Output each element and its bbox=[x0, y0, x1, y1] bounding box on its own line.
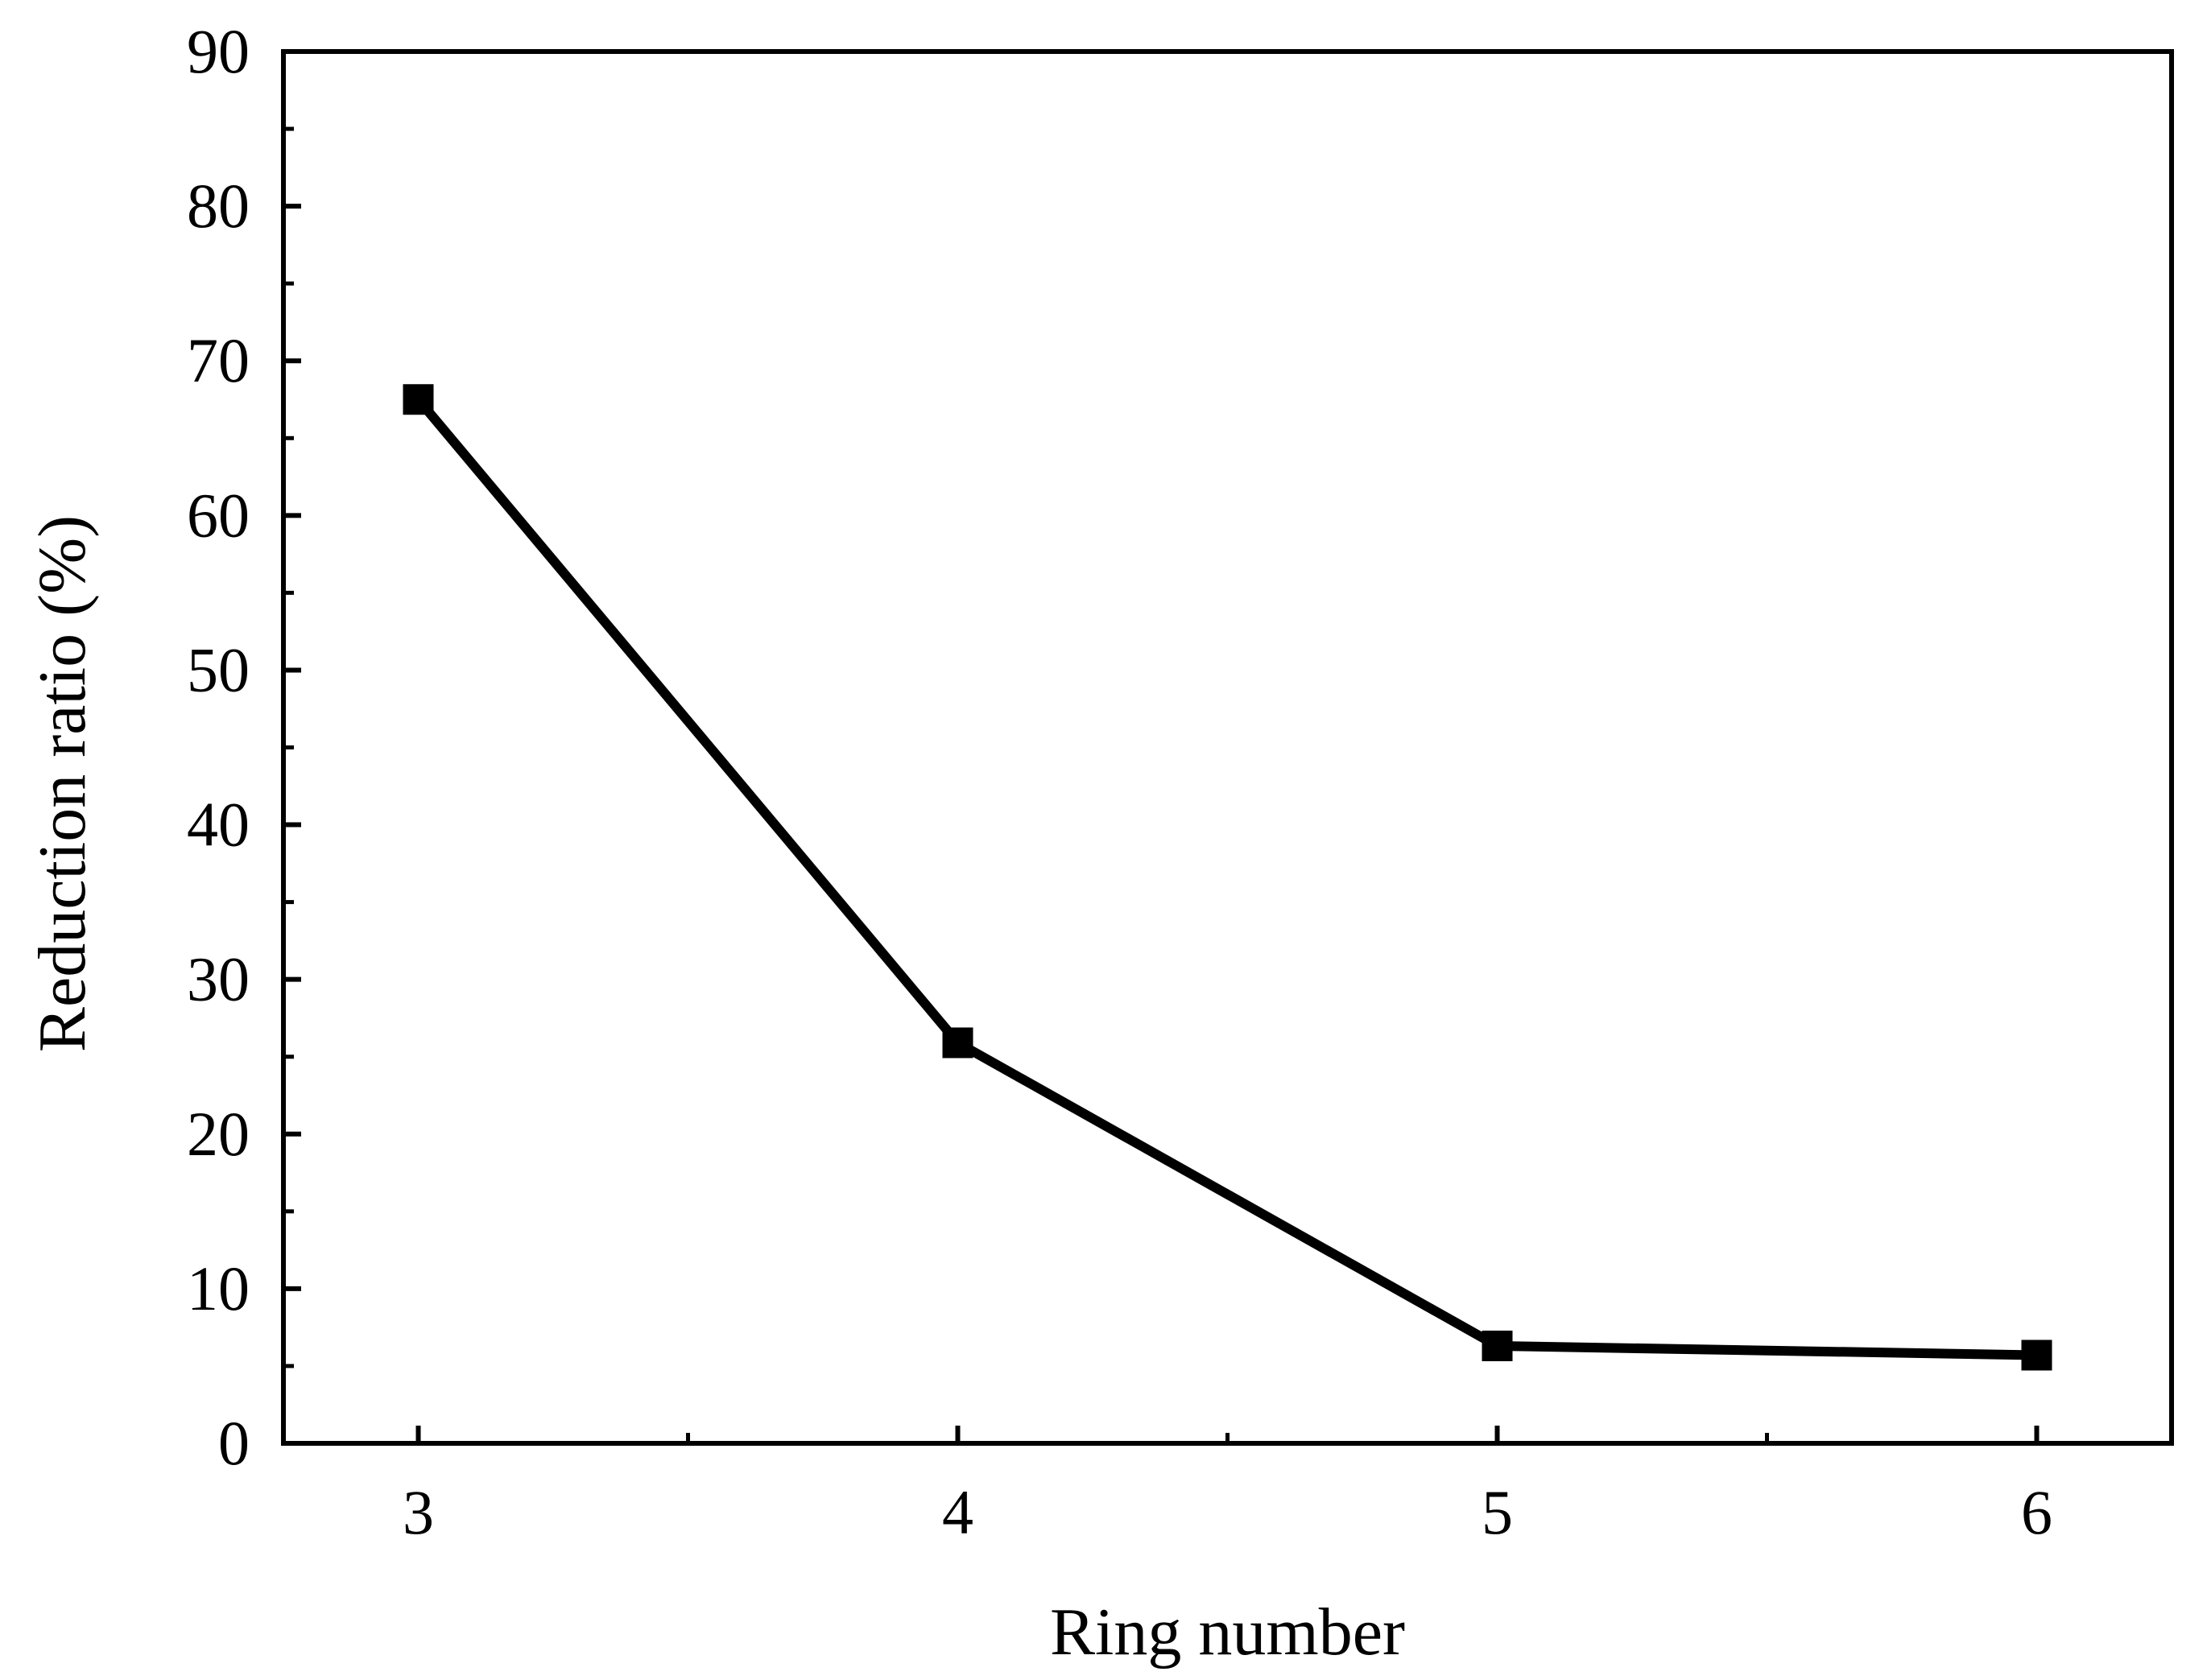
x-tick-label: 6 bbox=[2021, 1477, 2052, 1547]
y-tick-label: 60 bbox=[187, 480, 250, 550]
data-point-marker bbox=[942, 1027, 973, 1059]
series-layer bbox=[403, 384, 2052, 1371]
data-point-marker bbox=[1482, 1330, 1513, 1361]
series-line bbox=[414, 396, 2037, 1360]
plot-border bbox=[281, 49, 2174, 1446]
y-axis: 0 10 20 30 40 50 60 70 80 90 bbox=[187, 16, 301, 1478]
x-tick-label: 3 bbox=[403, 1477, 434, 1547]
y-tick-label: 10 bbox=[187, 1253, 250, 1323]
data-point-marker bbox=[403, 384, 434, 415]
y-tick-label: 0 bbox=[218, 1408, 250, 1478]
plot-frame bbox=[281, 49, 2174, 1446]
y-tick-label: 20 bbox=[187, 1099, 250, 1169]
x-tick-label: 5 bbox=[1482, 1477, 1513, 1547]
data-point-marker bbox=[2021, 1339, 2052, 1371]
y-tick-label: 70 bbox=[187, 325, 250, 395]
y-tick-label: 30 bbox=[187, 944, 250, 1014]
y-tick-label: 50 bbox=[187, 634, 250, 704]
x-axis-label: Ring number bbox=[1050, 1595, 1405, 1670]
y-tick-label: 80 bbox=[187, 171, 250, 241]
y-tick-label: 90 bbox=[187, 16, 250, 86]
x-axis: 3 4 5 6 bbox=[403, 1426, 2052, 1547]
x-tick-label: 4 bbox=[942, 1477, 973, 1547]
y-axis-label: Reduction ratio (%) bbox=[25, 515, 100, 1052]
y-tick-label: 40 bbox=[187, 790, 250, 860]
